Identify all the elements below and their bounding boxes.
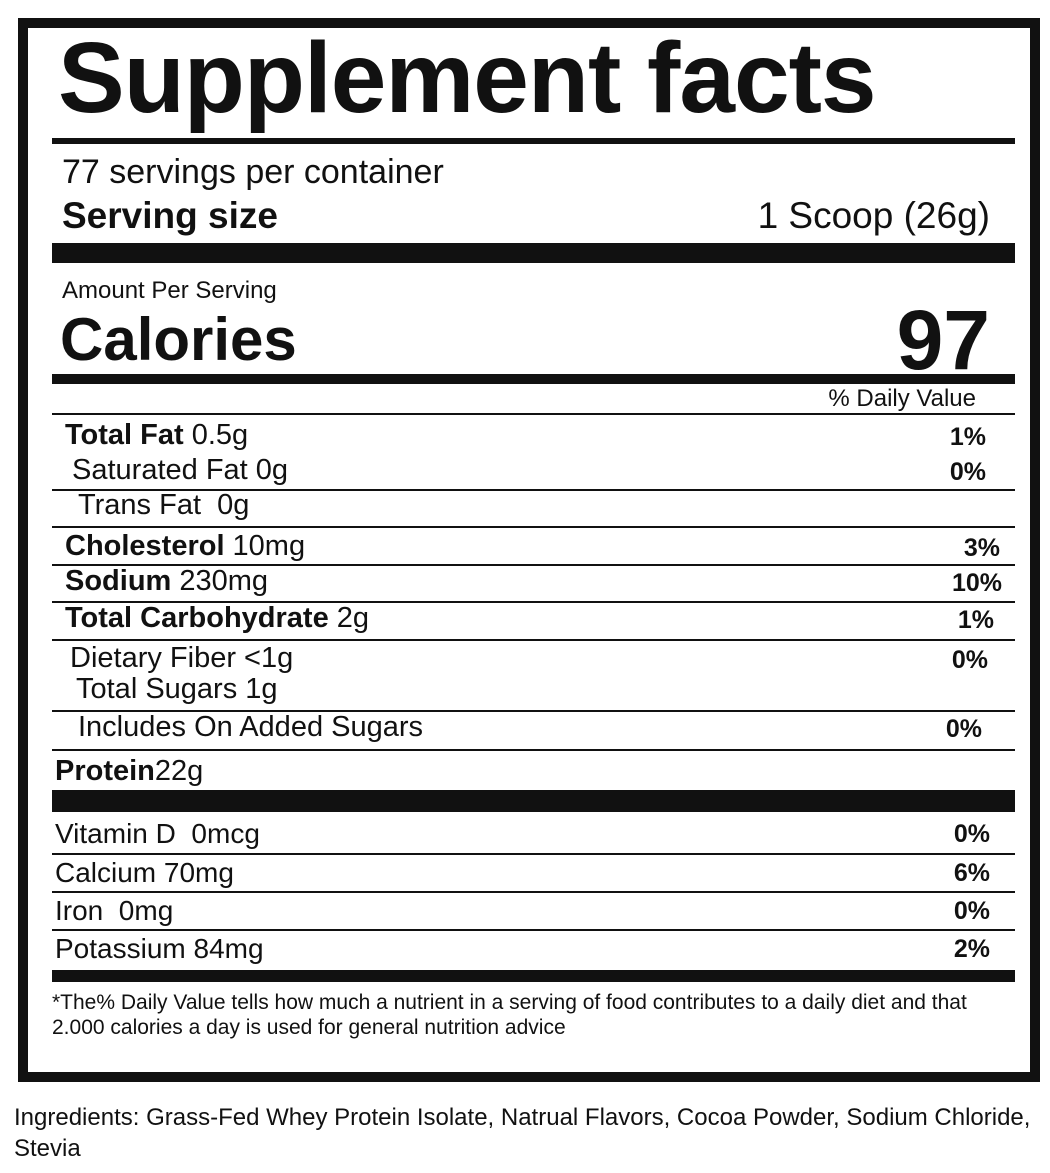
- daily-value: 10%: [951, 569, 1002, 597]
- nutrient-name: Sodium: [65, 565, 172, 597]
- nutrient: Dietary Fiber <1g: [70, 644, 293, 673]
- rule: [52, 243, 1015, 263]
- daily-value: 3%: [963, 534, 1000, 562]
- amount-per-serving: Amount Per Serving: [62, 277, 277, 304]
- daily-value-header: % Daily Value: [828, 385, 976, 412]
- rule: [52, 929, 1015, 931]
- nutrient-amount: 0.5g: [191, 419, 249, 451]
- nutrient-name: Trans Fat 0g: [78, 489, 250, 521]
- rule: [52, 790, 1015, 812]
- rule: [52, 526, 1015, 528]
- daily-value: 0%: [949, 458, 986, 486]
- rule: [52, 891, 1015, 893]
- nutrient-name: Total Sugars 1g: [76, 673, 278, 705]
- nutrient: Total Sugars 1g: [76, 675, 278, 704]
- vitamin: Vitamin D 0mcg: [55, 818, 260, 849]
- daily-value: 0%: [945, 715, 982, 743]
- daily-value: 0%: [951, 646, 988, 674]
- rule: [52, 601, 1015, 603]
- footnote: *The% Daily Value tells how much a nutri…: [52, 991, 967, 1039]
- nutrient-amount: 230mg: [179, 565, 269, 597]
- nutrient-amount: 22g: [154, 755, 204, 787]
- rule: [52, 710, 1015, 712]
- rule: [52, 374, 1015, 384]
- rule: [52, 853, 1015, 855]
- title: Supplement facts: [58, 22, 876, 134]
- serving-size-value: 1 Scoop (26g): [757, 195, 990, 236]
- nutrient-name: Saturated Fat 0g: [72, 454, 289, 486]
- nutrient-name: Total Fat: [65, 419, 184, 451]
- nutrient: Includes On Added Sugars: [78, 713, 423, 742]
- nutrient-name: Includes On Added Sugars: [78, 711, 424, 743]
- rule: [52, 138, 1015, 144]
- rule: [52, 970, 1015, 982]
- daily-value: 0%: [953, 897, 990, 925]
- daily-value: 1%: [957, 606, 994, 634]
- daily-value: 1%: [949, 423, 986, 451]
- calories-value: 97: [896, 293, 990, 387]
- rule: [52, 413, 1015, 415]
- vitamin: Potassium 84mg: [55, 933, 264, 964]
- ingredients: Ingredients: Grass-Fed Whey Protein Isol…: [14, 1104, 1031, 1162]
- serving-size-label: Serving size: [62, 195, 278, 236]
- label-border: [18, 18, 1040, 1082]
- nutrient: Protein22g: [55, 757, 203, 786]
- nutrient-name: Total Carbohydrate: [65, 602, 329, 634]
- nutrient: Cholesterol 10mg: [65, 532, 305, 561]
- nutrient: Trans Fat 0g: [78, 491, 249, 520]
- nutrient-name: Dietary Fiber <1g: [70, 642, 294, 674]
- rule: [52, 639, 1015, 641]
- vitamin: Calcium 70mg: [55, 857, 234, 888]
- rule: [52, 489, 1015, 491]
- daily-value: 2%: [953, 935, 990, 963]
- nutrient: Total Carbohydrate 2g: [65, 604, 369, 633]
- daily-value: 6%: [953, 859, 990, 887]
- rule: [52, 749, 1015, 751]
- calories-label: Calories: [60, 306, 297, 373]
- nutrient: Total Fat 0.5g: [65, 421, 248, 450]
- nutrient: Sodium 230mg: [65, 567, 268, 596]
- nutrient-name: Cholesterol: [65, 530, 225, 562]
- vitamin: Iron 0mg: [55, 895, 174, 926]
- nutrient-amount: 2g: [336, 602, 369, 634]
- nutrient-amount: 10mg: [232, 530, 306, 562]
- rule: [52, 564, 1015, 566]
- nutrient: Saturated Fat 0g: [72, 456, 288, 485]
- daily-value: 0%: [953, 820, 990, 848]
- nutrient-name: Protein: [55, 755, 155, 787]
- servings: 77 servings per container: [62, 153, 444, 191]
